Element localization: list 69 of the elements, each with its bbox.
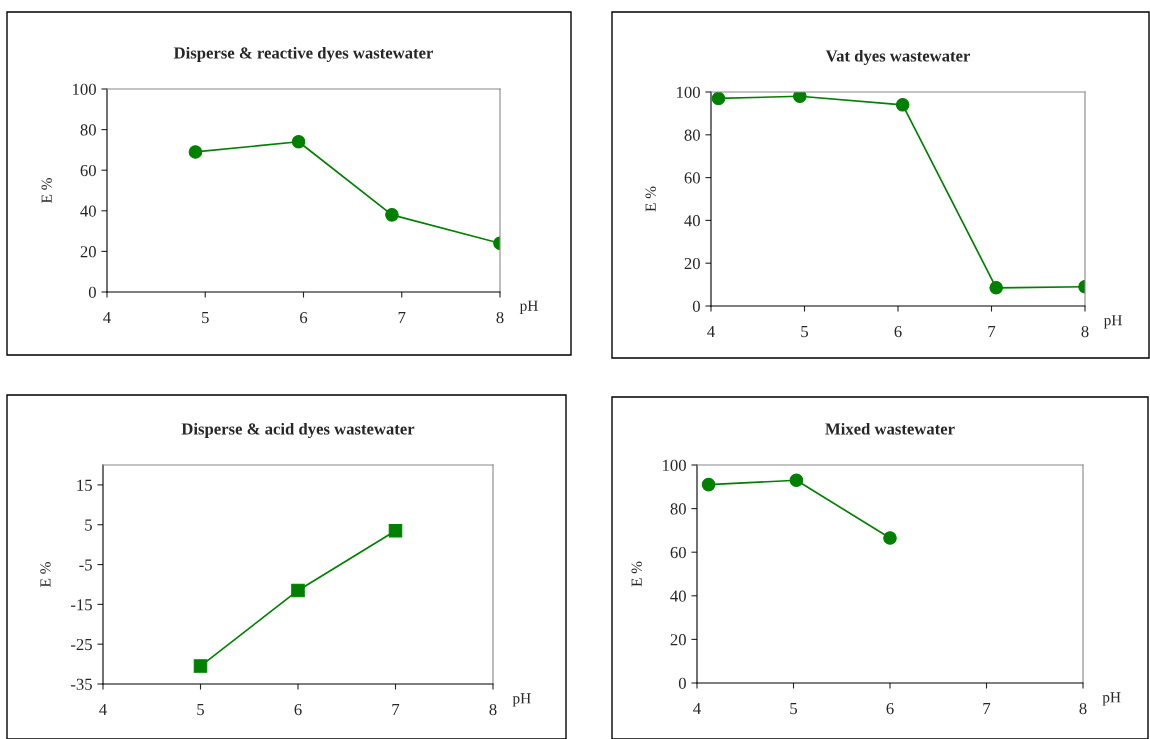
y-axis-title: E % <box>631 561 642 587</box>
y-tick-label: 40 <box>684 215 700 227</box>
chart-title: Mixed wastewater <box>825 422 955 435</box>
y-tick-label: 80 <box>80 124 96 136</box>
y-tick-label: 80 <box>684 129 700 141</box>
y-tick-label: 100 <box>677 86 700 98</box>
x-tick-label: 4 <box>707 326 715 338</box>
x-tick-label: 6 <box>300 311 308 324</box>
y-tick-label: 60 <box>684 172 700 184</box>
y-tick-label: 5 <box>85 519 92 531</box>
x-tick-label: 7 <box>988 326 996 338</box>
y-tick-label: 20 <box>80 246 96 258</box>
point <box>388 523 403 538</box>
y-tick-label: -15 <box>70 599 92 611</box>
x-tick-label: 4 <box>99 704 107 716</box>
y-tick-label: 0 <box>88 286 96 298</box>
x-axis-title: pH <box>512 693 531 707</box>
chart-title: Disperse & acid dyes wastewater <box>181 422 415 439</box>
point <box>883 531 897 545</box>
y-tick-label: 40 <box>80 205 96 217</box>
x-tick-label: 5 <box>801 326 809 338</box>
x-axis-title: pH <box>519 300 538 314</box>
y-tick-label: 100 <box>663 459 686 471</box>
y-tick-label: 0 <box>678 677 686 689</box>
x-tick-label: 7 <box>983 703 991 715</box>
x-axis-title: pH <box>1102 692 1121 706</box>
point <box>291 135 306 149</box>
y-axis-title: E % <box>41 178 52 203</box>
point <box>188 145 203 159</box>
x-tick-label: 8 <box>1081 325 1089 338</box>
x-tick-label: 6 <box>894 325 902 338</box>
point <box>789 473 804 488</box>
chart-title: Disperse & reactive dyes wastewater <box>173 46 434 63</box>
point <box>291 583 305 598</box>
y-tick-label: 60 <box>80 164 96 177</box>
x-tick-label: 6 <box>886 702 894 715</box>
y-tick-label: 80 <box>670 503 686 515</box>
y-tick-label: -5 <box>79 559 92 571</box>
point <box>711 92 726 106</box>
point <box>701 477 716 492</box>
x-tick-label: 8 <box>496 311 504 324</box>
y-tick-label: 20 <box>684 257 700 270</box>
x-tick-label: 7 <box>392 704 400 716</box>
y-tick-label: 15 <box>77 479 92 491</box>
x-tick-label: 5 <box>790 703 798 715</box>
y-tick-label: 100 <box>73 83 96 95</box>
x-tick-label: 4 <box>693 703 701 715</box>
y-tick-label: -25 <box>70 638 92 651</box>
x-axis-title: pH <box>1103 315 1122 329</box>
point <box>989 281 1003 295</box>
point <box>793 92 807 104</box>
x-tick-label: 4 <box>103 312 111 324</box>
y-axis-title: E % <box>645 186 656 212</box>
x-tick-label: 5 <box>202 312 209 324</box>
y-tick-label: 20 <box>670 634 686 646</box>
x-tick-label: 7 <box>398 312 406 324</box>
x-tick-label: 6 <box>294 703 302 716</box>
y-tick-label: -35 <box>70 678 92 690</box>
x-tick-label: 8 <box>1079 702 1087 715</box>
x-tick-label: 8 <box>489 703 497 716</box>
point <box>385 208 399 222</box>
y-axis-title: E % <box>40 562 51 587</box>
x-tick-label: 5 <box>197 704 205 716</box>
chart-title: Vat dyes wastewater <box>825 49 971 66</box>
y-tick-label: 60 <box>670 546 686 559</box>
point <box>895 98 910 112</box>
y-tick-label: 0 <box>692 300 700 312</box>
point <box>193 659 208 673</box>
y-tick-label: 40 <box>670 590 686 602</box>
